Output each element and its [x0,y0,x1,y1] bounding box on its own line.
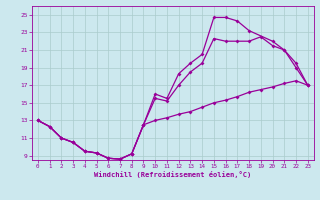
X-axis label: Windchill (Refroidissement éolien,°C): Windchill (Refroidissement éolien,°C) [94,171,252,178]
